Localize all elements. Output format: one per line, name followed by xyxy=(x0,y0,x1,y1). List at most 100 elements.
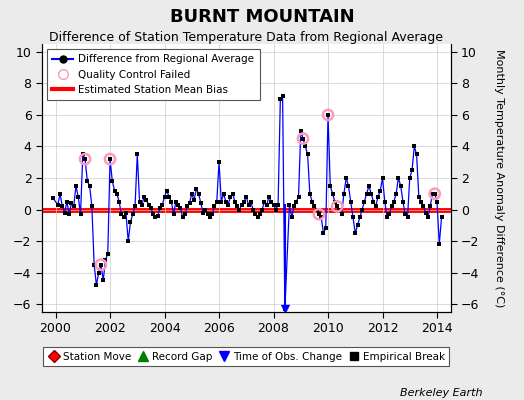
Point xyxy=(369,198,378,205)
Point xyxy=(97,262,105,268)
Point xyxy=(210,203,219,210)
Point xyxy=(235,206,244,213)
Point xyxy=(297,128,305,134)
Point xyxy=(394,175,402,181)
Point xyxy=(135,198,144,205)
Point xyxy=(149,211,157,218)
Point xyxy=(133,151,141,158)
Point xyxy=(276,96,285,102)
Point xyxy=(258,206,266,213)
Point xyxy=(310,203,319,210)
Point xyxy=(374,194,382,200)
Point xyxy=(305,190,314,197)
Point xyxy=(412,151,421,158)
Point xyxy=(101,257,110,263)
Point xyxy=(431,190,439,197)
Point xyxy=(424,214,432,221)
Point xyxy=(333,203,341,210)
Point xyxy=(224,202,232,208)
Point xyxy=(269,202,278,208)
Point xyxy=(97,262,105,268)
Point xyxy=(254,214,262,221)
Point xyxy=(222,198,230,205)
Point xyxy=(392,190,400,197)
Point xyxy=(233,203,242,210)
Point xyxy=(90,262,99,268)
Legend: Station Move, Record Gap, Time of Obs. Change, Empirical Break: Station Move, Record Gap, Time of Obs. C… xyxy=(43,348,450,366)
Point xyxy=(104,250,112,257)
Point xyxy=(67,200,75,206)
Point xyxy=(363,190,371,197)
Point xyxy=(77,211,85,218)
Point xyxy=(83,178,92,184)
Point xyxy=(240,198,248,205)
Point xyxy=(435,241,443,248)
Point xyxy=(372,203,380,210)
Point xyxy=(417,198,425,205)
Point xyxy=(88,203,96,210)
Point xyxy=(438,214,446,221)
Point xyxy=(108,178,116,184)
Point xyxy=(237,202,246,208)
Point xyxy=(126,219,135,225)
Point xyxy=(317,214,325,221)
Point xyxy=(397,183,405,189)
Title: Difference of Station Temperature Data from Regional Average: Difference of Station Temperature Data f… xyxy=(49,31,443,44)
Point xyxy=(267,198,276,205)
Point xyxy=(299,135,307,142)
Point xyxy=(367,190,375,197)
Point xyxy=(387,203,396,210)
Point xyxy=(326,183,334,189)
Point xyxy=(145,202,153,208)
Point xyxy=(303,151,312,158)
Point xyxy=(378,175,387,181)
Point xyxy=(399,198,407,205)
Point xyxy=(183,203,191,210)
Point xyxy=(294,194,303,200)
Point xyxy=(403,214,412,221)
Point xyxy=(383,214,391,221)
Point xyxy=(156,205,164,211)
Point xyxy=(376,188,385,194)
Point xyxy=(344,183,353,189)
Point xyxy=(356,214,364,221)
Point xyxy=(351,230,359,236)
Point xyxy=(315,211,323,218)
Point xyxy=(49,195,58,202)
Point xyxy=(288,214,296,221)
Point xyxy=(249,206,257,213)
Point xyxy=(58,203,67,210)
Point xyxy=(299,135,307,142)
Point xyxy=(181,211,189,218)
Point xyxy=(365,183,373,189)
Point xyxy=(99,277,107,284)
Point xyxy=(315,211,323,218)
Point xyxy=(122,210,130,216)
Point xyxy=(401,211,409,218)
Point xyxy=(431,190,439,197)
Point xyxy=(174,202,182,208)
Point xyxy=(312,206,321,213)
Point xyxy=(138,202,146,208)
Point xyxy=(324,112,332,118)
Point xyxy=(65,211,73,218)
Point xyxy=(179,214,187,221)
Point xyxy=(274,202,282,208)
Point xyxy=(70,203,78,210)
Point xyxy=(319,230,328,236)
Point xyxy=(342,175,351,181)
Point xyxy=(337,211,346,218)
Point xyxy=(333,203,341,210)
Text: BURNT MOUNTAIN: BURNT MOUNTAIN xyxy=(170,8,354,26)
Point xyxy=(380,198,389,205)
Point xyxy=(169,211,178,218)
Point xyxy=(194,190,203,197)
Point xyxy=(53,202,62,208)
Point xyxy=(292,198,300,205)
Point xyxy=(81,156,89,162)
Point xyxy=(433,198,441,205)
Point xyxy=(119,214,128,221)
Point xyxy=(215,159,223,166)
Point xyxy=(56,190,64,197)
Point xyxy=(147,205,155,211)
